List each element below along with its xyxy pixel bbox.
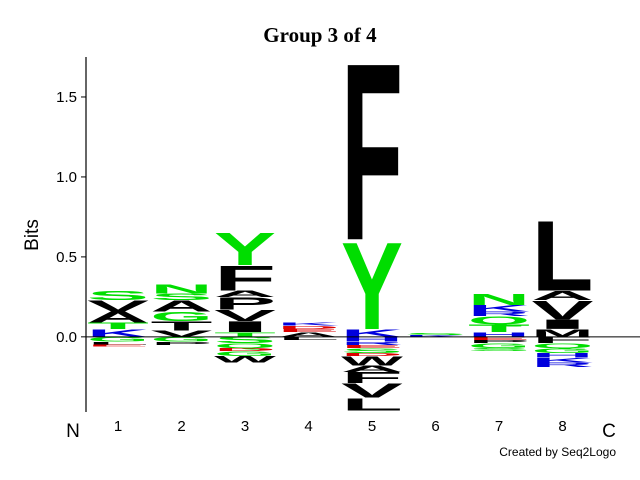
- logo-letter: N: [468, 291, 530, 308]
- logo-letter: P: [468, 339, 530, 344]
- logo-letter: W: [214, 355, 276, 365]
- logo-letter: I: [214, 318, 276, 335]
- y-axis-label: Bits: [22, 219, 43, 251]
- logo-letter: Y: [341, 216, 403, 355]
- logo-letter: G: [151, 309, 213, 324]
- x-tick-label: 1: [114, 418, 122, 435]
- logo-letter: G: [87, 336, 149, 343]
- logo-letter: Q: [468, 314, 530, 326]
- x-tick-label: 8: [558, 418, 566, 435]
- logo-letter: L: [341, 395, 403, 415]
- logo-letter: M: [532, 327, 594, 339]
- logo-letter: G: [468, 342, 530, 349]
- logo-letter: K: [405, 335, 467, 337]
- c-terminus-label: C: [602, 421, 616, 442]
- logo-letter: L: [532, 200, 594, 312]
- x-tick-label: 4: [304, 418, 312, 435]
- logo-letter: V: [151, 329, 213, 339]
- logo-letter: V: [341, 380, 403, 402]
- logo-letter: Q: [532, 342, 594, 349]
- logo-letter: Q: [214, 342, 276, 349]
- y-tick-label: 0.0: [56, 329, 77, 346]
- logo-letter: S: [87, 288, 149, 303]
- logo-letter: D: [341, 352, 403, 357]
- logo-letter: V: [87, 297, 149, 314]
- logo-letter: E: [87, 344, 149, 346]
- logo-letter: A: [87, 309, 149, 326]
- logo-letter: T: [151, 318, 213, 333]
- logo-letter: L: [87, 341, 149, 346]
- x-tick-label: 7: [495, 418, 503, 435]
- y-tick-label: 1.5: [56, 89, 77, 106]
- logo-letter: H: [532, 352, 594, 359]
- logo-letter: P: [214, 294, 276, 314]
- logo-letter: K: [341, 327, 403, 339]
- logo-letter: T: [468, 322, 530, 334]
- logo-letter: H: [468, 331, 530, 338]
- logo-letter: S: [151, 292, 213, 302]
- logo-letter: S: [214, 335, 276, 345]
- logo-letter: V: [214, 307, 276, 324]
- logo-letter: E: [468, 336, 530, 341]
- x-tick-label: 6: [431, 418, 439, 435]
- logo-letter: K: [532, 357, 594, 364]
- logo-letter: L: [278, 336, 340, 341]
- logo-letter: F: [341, 10, 403, 293]
- logo-letter: A: [278, 331, 340, 338]
- logo-letter: G: [532, 347, 594, 354]
- logo-letter: F: [214, 258, 276, 298]
- logo-letter: W: [341, 354, 404, 369]
- logo-letter: K: [87, 327, 149, 339]
- logo-letter: A: [151, 297, 213, 314]
- logo-letter: R: [468, 310, 530, 317]
- credit: Created by Seq2Logo: [499, 445, 616, 459]
- x-tick-label: 5: [368, 418, 376, 435]
- logo-letter: F: [341, 369, 403, 386]
- logo-letter: F: [532, 335, 594, 345]
- logo-letter: I: [532, 317, 594, 332]
- logo-letter: E: [278, 328, 340, 333]
- y-tick-label: 0.5: [56, 249, 77, 266]
- logo-letter: T: [214, 331, 276, 338]
- logo-letter: R: [532, 361, 594, 368]
- x-tick-label: 2: [177, 418, 185, 435]
- logo-letter: N: [151, 282, 213, 297]
- logo-letter: D: [278, 325, 340, 330]
- logo-letter: P: [151, 341, 213, 346]
- n-terminus-label: N: [66, 421, 80, 442]
- logo-letter: A: [532, 288, 594, 303]
- logo-letter: S: [468, 347, 530, 352]
- logo-letter: D: [214, 347, 276, 352]
- logo-letter: V: [532, 295, 594, 325]
- logo-letter: Y: [214, 222, 276, 275]
- logo-letter: S: [341, 347, 403, 354]
- logo-letter: K: [278, 322, 340, 327]
- logo-letter: H: [341, 336, 403, 343]
- logo-letter: G: [214, 350, 276, 357]
- logo-letter: K: [468, 303, 530, 313]
- logo-letter: S: [405, 333, 467, 335]
- logo-letter: R: [341, 341, 403, 346]
- chart-title: Group 3 of 4: [263, 23, 377, 47]
- logo-letter: A: [341, 364, 403, 374]
- logo-letter: E: [341, 344, 403, 349]
- logo-letter: G: [151, 336, 213, 343]
- x-tick-label: 3: [241, 418, 249, 435]
- logo-letter: T: [87, 321, 149, 331]
- logo-letter: A: [214, 289, 276, 299]
- y-tick-label: 1.0: [56, 169, 77, 186]
